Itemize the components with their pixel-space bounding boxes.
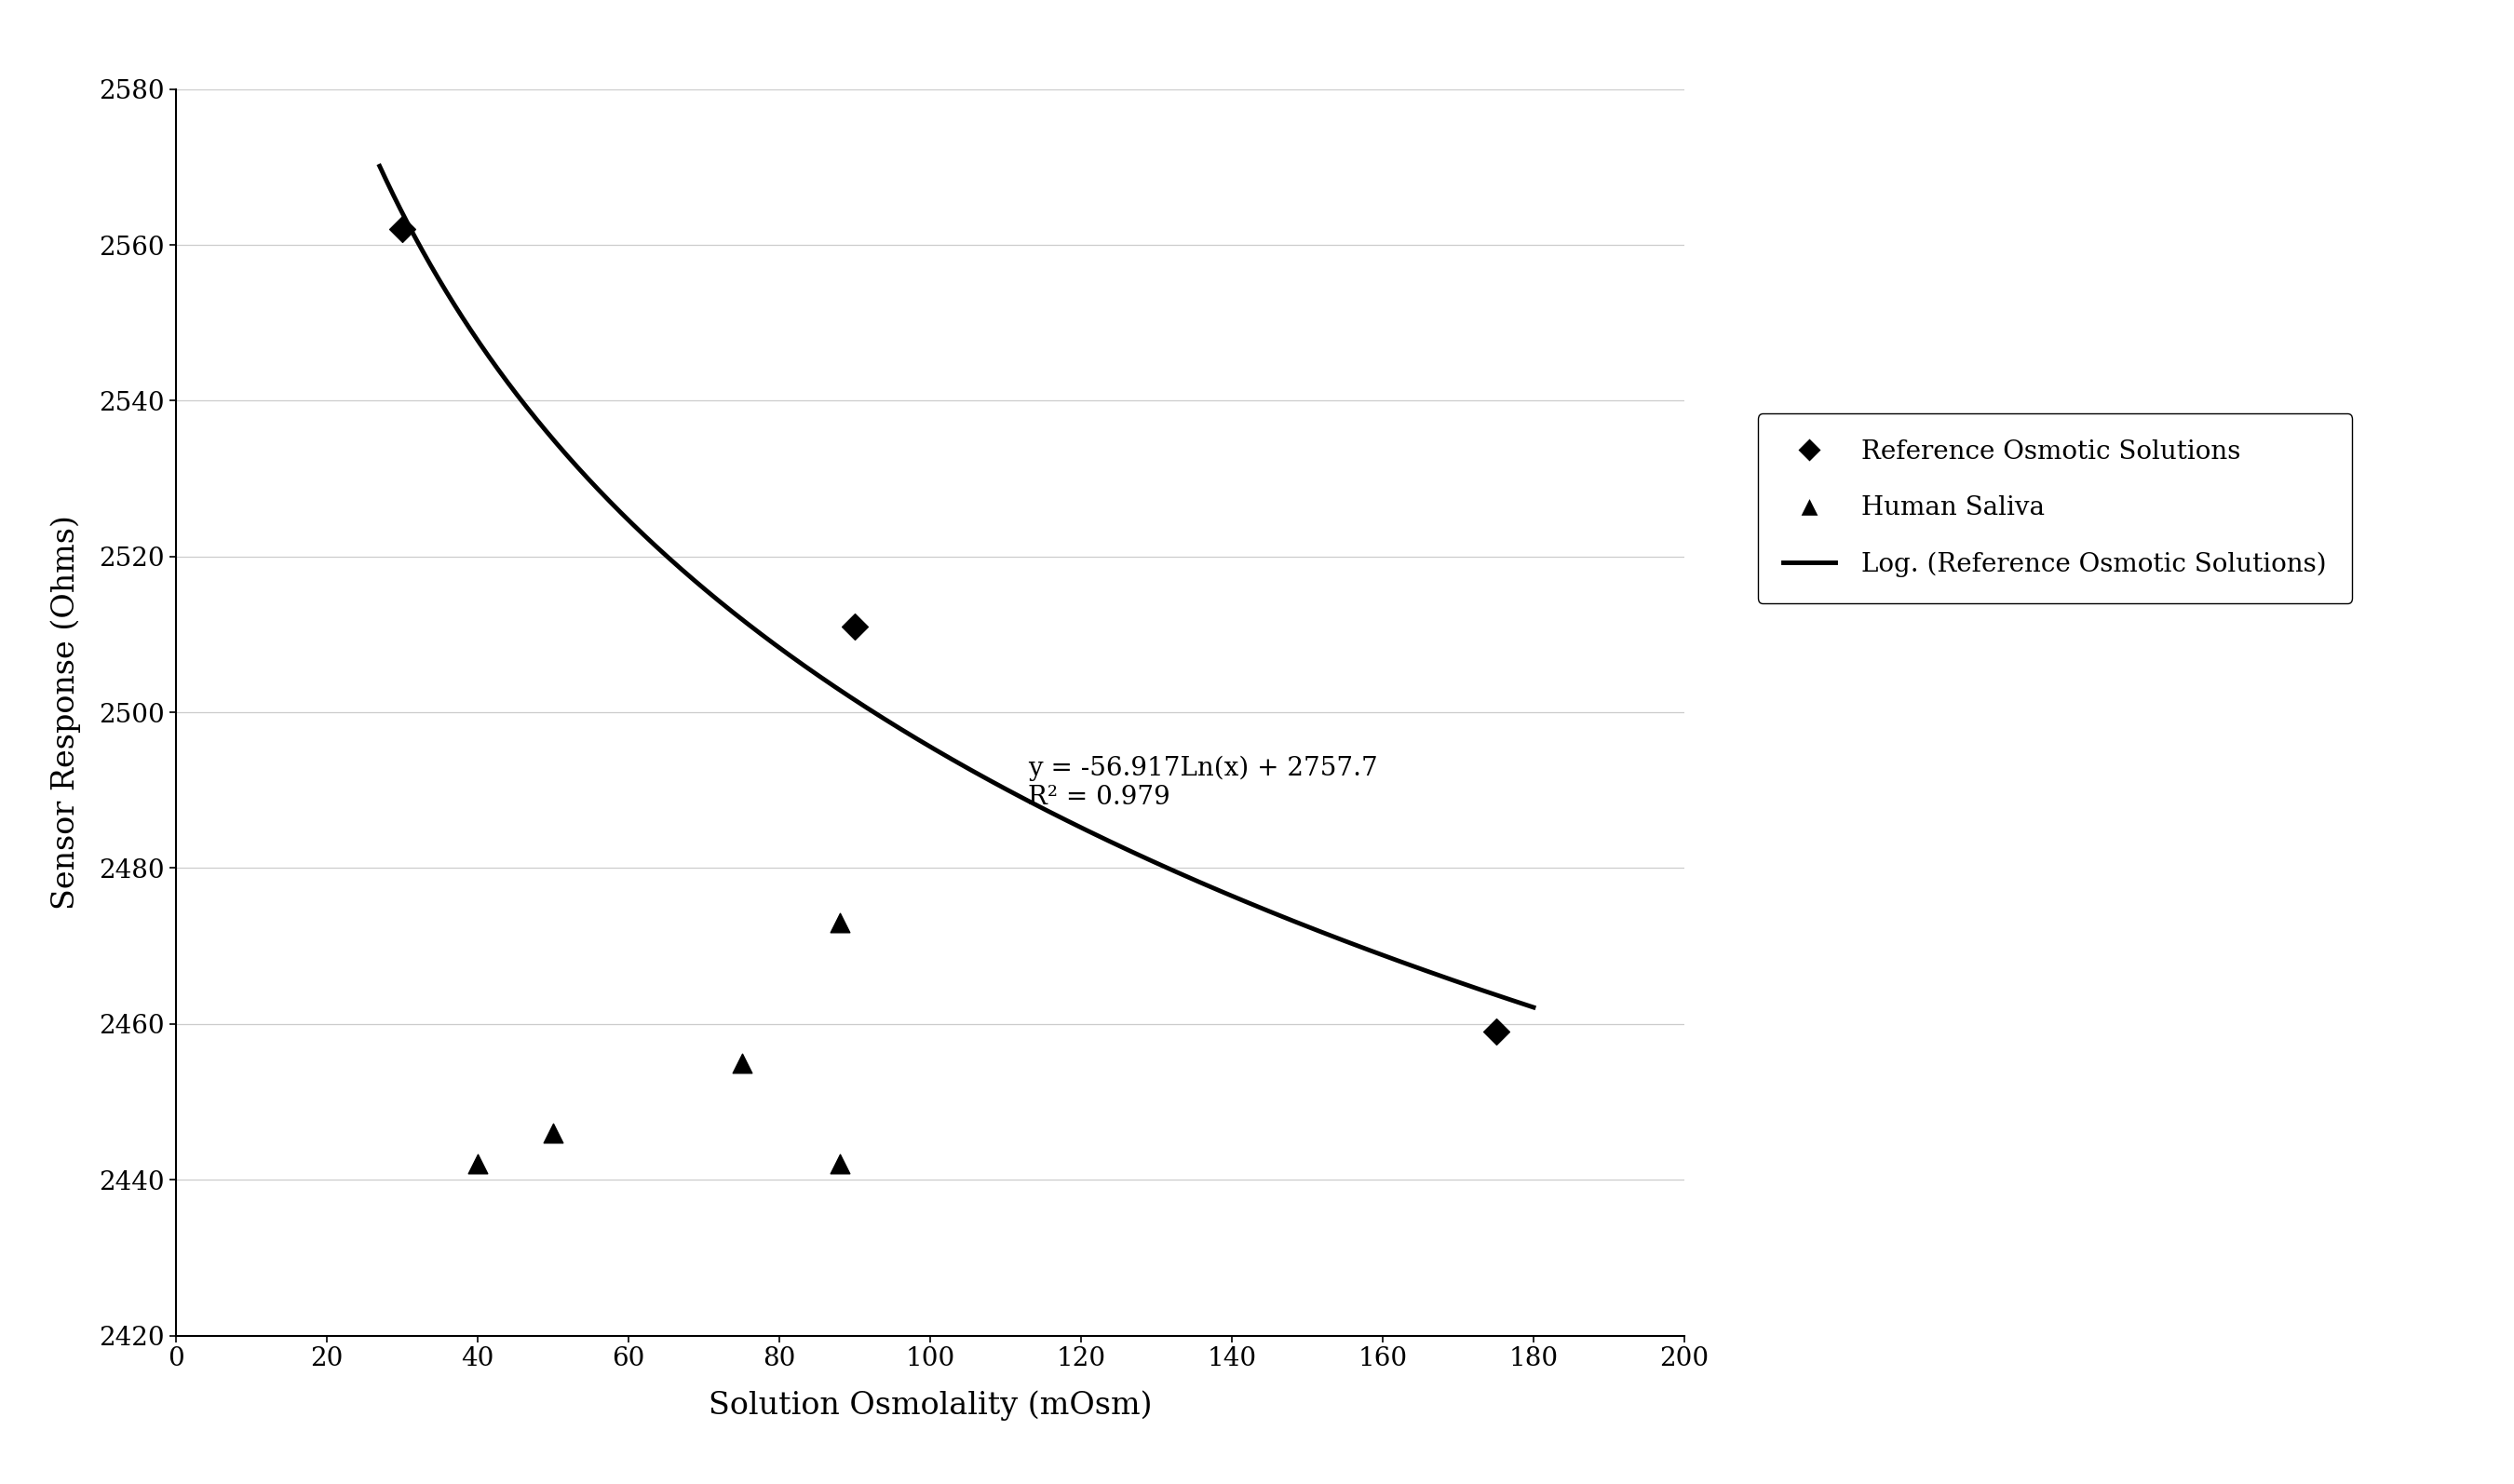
Point (820, 1152, 860, 1175)
Point (835, 614, 875, 638)
Point (458, 1152, 498, 1175)
Legend: Reference Osmotic Solutions, Human Saliva, Log. (Reference Osmotic Solutions): Reference Osmotic Solutions, Human Saliv… (1757, 414, 2353, 603)
Point (722, 1051, 762, 1074)
Point (382, 217, 422, 240)
Point (820, 911, 860, 935)
Point (533, 1120, 573, 1144)
Text: y = -56.917Ln(x) + 2757.7
R² = 0.979: y = -56.917Ln(x) + 2757.7 R² = 0.979 (1028, 755, 1378, 810)
X-axis label: Solution Osmolality (mOsm): Solution Osmolality (mOsm) (709, 1391, 1151, 1420)
Y-axis label: Sensor Response (Ohms): Sensor Response (Ohms) (50, 515, 80, 910)
Point (1476, 1020, 1516, 1043)
